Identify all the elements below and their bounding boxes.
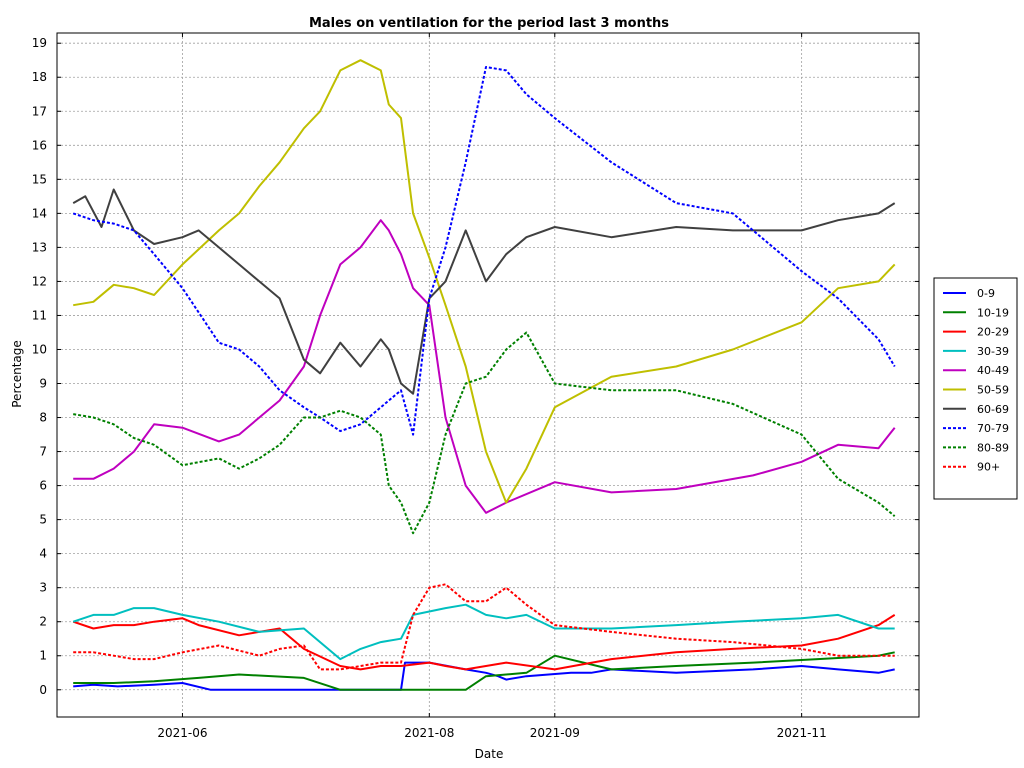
series-line-10-19 [73, 651, 895, 691]
series-line-70-79 [72, 66, 896, 436]
legend: 0-9 10-19 20-29 30-39 40-49 50-59 60-69 70-79 80… [933, 277, 1018, 500]
y-tick-label: 9 [39, 377, 47, 391]
y-tick-label: 10 [32, 342, 47, 356]
x-tick-label: 2021-06 [157, 726, 207, 740]
series-group [72, 59, 896, 691]
plot-area-frame [56, 32, 920, 718]
y-tick-label: 4 [39, 547, 47, 561]
series-line-50-59 [73, 59, 896, 504]
series-line-90+ [73, 583, 895, 671]
legend-label-60-69: 60-69 [977, 403, 1009, 416]
y-tick-label: 8 [39, 411, 47, 425]
y-tick-label: 12 [32, 274, 47, 288]
legend-label-50-59: 50-59 [977, 384, 1009, 397]
y-tick-label: 19 [32, 36, 47, 50]
y-tick-label: 15 [32, 172, 47, 186]
y-tick-label: 7 [39, 445, 47, 459]
y-tick-label: 5 [39, 513, 47, 527]
legend-label-40-49: 40-49 [977, 364, 1009, 377]
y-tick-label: 6 [39, 479, 47, 493]
x-tick-label: 2021-08 [404, 726, 454, 740]
legend-label-0-9: 0-9 [977, 287, 995, 300]
series-line-40-49 [73, 219, 896, 514]
x-axis-ticks: 2021-06 2021-08 2021-09 2021-11 [157, 33, 827, 740]
y-tick-label: 0 [39, 683, 47, 697]
x-tick-label: 2021-09 [530, 726, 580, 740]
y-tick-label: 1 [39, 649, 47, 663]
y-tick-label: 13 [32, 240, 47, 254]
grid-lines [57, 33, 919, 717]
y-tick-label: 2 [39, 615, 47, 629]
y-tick-label: 3 [39, 581, 47, 595]
y-axis-label: Percentage [10, 340, 24, 408]
series-line-30-39 [72, 603, 895, 661]
legend-label-90+: 90+ [977, 461, 1000, 474]
y-tick-label: 17 [32, 104, 47, 118]
legend-label-80-89: 80-89 [977, 441, 1009, 454]
series-line-80-89 [73, 331, 896, 535]
legend-label-20-29: 20-29 [977, 326, 1009, 339]
y-tick-label: 11 [32, 308, 47, 322]
y-tick-label: 16 [32, 138, 47, 152]
legend-label-10-19: 10-19 [977, 306, 1009, 319]
y-tick-label: 18 [32, 70, 47, 84]
x-tick-label: 2021-11 [777, 726, 827, 740]
legend-label-70-79: 70-79 [977, 422, 1009, 435]
series-line-0-9 [73, 661, 895, 691]
y-tick-label: 14 [32, 206, 47, 220]
series-line-20-29 [72, 614, 896, 671]
x-axis-label: Date [475, 747, 504, 761]
chart-title: Males on ventilation for the period last… [309, 16, 669, 31]
legend-label-30-39: 30-39 [977, 345, 1009, 358]
series-line-60-69 [72, 188, 896, 395]
